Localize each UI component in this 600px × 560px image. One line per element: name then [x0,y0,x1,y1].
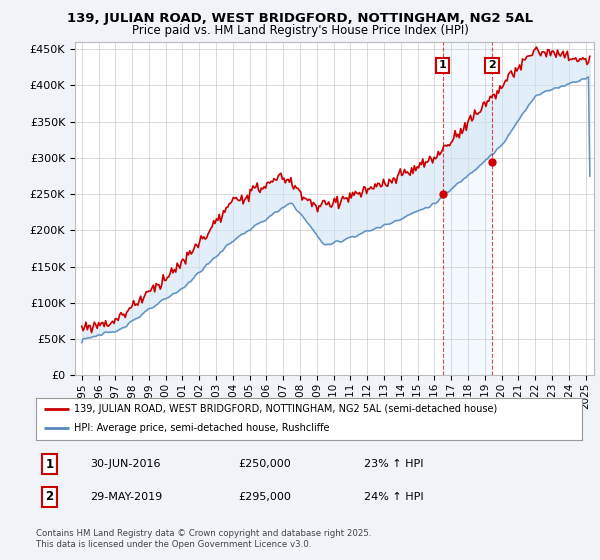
Text: £250,000: £250,000 [238,459,291,469]
Text: HPI: Average price, semi-detached house, Rushcliffe: HPI: Average price, semi-detached house,… [74,423,330,433]
Text: Price paid vs. HM Land Registry's House Price Index (HPI): Price paid vs. HM Land Registry's House … [131,24,469,37]
Text: 30-JUN-2016: 30-JUN-2016 [91,459,161,469]
Text: 139, JULIAN ROAD, WEST BRIDGFORD, NOTTINGHAM, NG2 5AL (semi-detached house): 139, JULIAN ROAD, WEST BRIDGFORD, NOTTIN… [74,404,497,414]
Text: 2: 2 [46,491,54,503]
Text: 2: 2 [488,60,496,71]
Text: 23% ↑ HPI: 23% ↑ HPI [364,459,423,469]
Text: 1: 1 [46,458,54,470]
Text: 29-MAY-2019: 29-MAY-2019 [91,492,163,502]
Text: 1: 1 [439,60,447,71]
Text: £295,000: £295,000 [238,492,291,502]
Text: 139, JULIAN ROAD, WEST BRIDGFORD, NOTTINGHAM, NG2 5AL: 139, JULIAN ROAD, WEST BRIDGFORD, NOTTIN… [67,12,533,25]
Text: Contains HM Land Registry data © Crown copyright and database right 2025.
This d: Contains HM Land Registry data © Crown c… [36,529,371,549]
Text: 24% ↑ HPI: 24% ↑ HPI [364,492,423,502]
Bar [443,42,492,375]
